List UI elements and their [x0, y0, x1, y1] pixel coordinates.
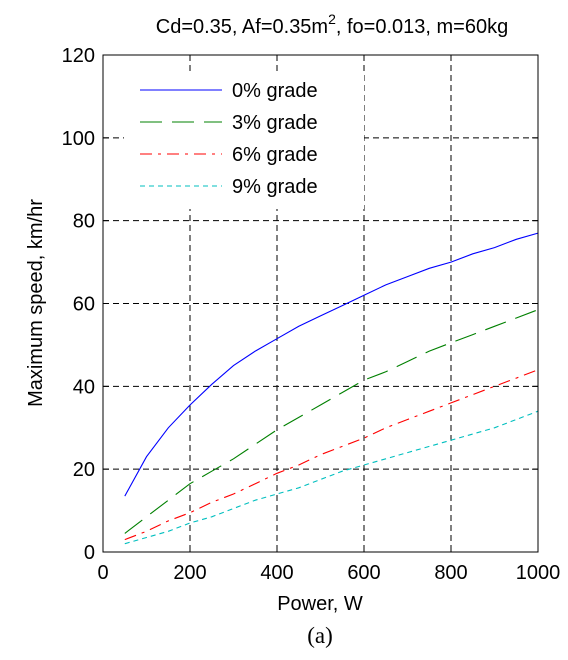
legend-label-0: 0% grade	[232, 80, 318, 102]
x-tick-label: 0	[97, 562, 108, 584]
y-tick-label: 20	[73, 459, 95, 481]
x-tick-label: 400	[260, 562, 293, 584]
x-tick-label: 1000	[516, 562, 561, 584]
legend-label-2: 6% grade	[232, 144, 318, 166]
y-tick-label: 60	[73, 294, 95, 316]
series-line-2	[124, 369, 539, 541]
legend-label-1: 3% grade	[232, 112, 318, 134]
chart-title-superscript: 2	[328, 11, 336, 27]
legend-box	[124, 73, 364, 209]
x-tick-label: 800	[434, 562, 467, 584]
chart-title: Cd=0.35, Af=0.35m2, fo=0.013, m=60kg	[156, 11, 508, 38]
x-tick-label: 600	[347, 562, 380, 584]
series-line-3	[124, 410, 539, 545]
legend-label-3: 9% grade	[232, 176, 318, 198]
y-tick-label: 120	[62, 45, 95, 67]
y-tick-label: 40	[73, 376, 95, 398]
series-line-1	[124, 309, 539, 534]
figure-caption: (a)	[307, 623, 333, 648]
y-tick-label: 80	[73, 211, 95, 233]
x-axis-label: Power, W	[277, 593, 363, 615]
y-axis-label: Maximum speed, km/hr	[25, 199, 47, 407]
series-line-0	[124, 232, 539, 497]
chart-title-suffix: , fo=0.013, m=60kg	[336, 16, 508, 38]
y-tick-label: 0	[84, 542, 95, 564]
series-lines	[124, 232, 539, 545]
legend: 0% grade 3% grade 6% grade 9% grade	[140, 80, 318, 198]
y-tick-label: 100	[62, 128, 95, 150]
chart-title-prefix: Cd=0.35, Af=0.35m	[156, 16, 328, 38]
x-tick-label: 200	[173, 562, 206, 584]
axis-ticks: 0 200 400 600 800 1000 0 20 40 60 80 100 120	[62, 45, 561, 584]
